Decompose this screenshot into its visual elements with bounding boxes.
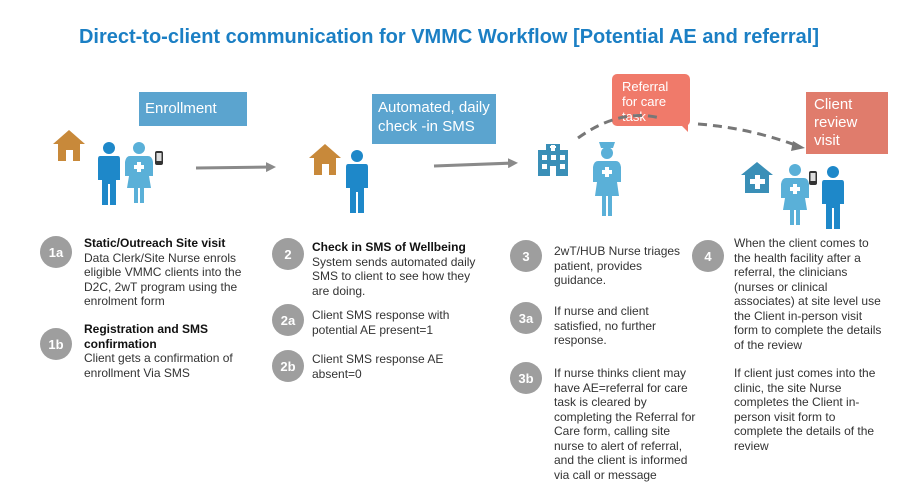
step-badge: 4 <box>692 240 724 272</box>
step-body: Client gets a confirmation of enrollment… <box>84 351 233 380</box>
step-body: Client SMS response with potential AE pr… <box>312 308 450 337</box>
step-body: 2wT/HUB Nurse triages patient, provides … <box>554 244 681 287</box>
step-body: System sends automated daily SMS to clie… <box>312 254 476 298</box>
house-icon <box>53 130 85 161</box>
step-body: Data Clerk/Site Nurse enrols eligible VM… <box>84 250 242 309</box>
phone-icon <box>155 151 163 165</box>
client-review-label: Client review visit <box>806 92 888 154</box>
step-2: Check in SMS of Wellbeing System sends a… <box>312 240 490 298</box>
nurse-icon <box>593 142 621 216</box>
step-badge: 3a <box>510 302 542 334</box>
client-icon <box>822 166 844 229</box>
step-body: If nurse and client satisfied, no furthe… <box>554 304 657 347</box>
step-badge: 2a <box>272 304 304 336</box>
house-icon <box>309 144 341 175</box>
step-4: When the client comes to the health faci… <box>734 236 886 453</box>
step-1b: Registration and SMS confirmation Client… <box>84 322 254 380</box>
step-heading: Check in SMS of Wellbeing <box>312 240 466 254</box>
nurse-icon <box>125 142 153 203</box>
client-icon <box>346 150 368 213</box>
automated-checkin-label: Automated, daily check -in SMS <box>372 94 496 144</box>
step-1a: Static/Outreach Site visit Data Clerk/Si… <box>84 236 264 309</box>
client-icon <box>98 142 120 205</box>
step-badge: 3b <box>510 362 542 394</box>
step-body: If nurse thinks client may have AE=refer… <box>554 366 696 482</box>
step-body-extra: If client just comes into the clinic, th… <box>734 366 876 453</box>
enrollment-label: Enrollment <box>139 92 247 126</box>
nurse-icon <box>781 164 809 225</box>
clinic-icon <box>741 162 773 193</box>
step-badge: 3 <box>510 240 542 272</box>
step-body: When the client comes to the health faci… <box>734 236 882 352</box>
step-heading: Static/Outreach Site visit <box>84 236 226 250</box>
step-badge: 2 <box>272 238 304 270</box>
phone-icon <box>809 171 817 185</box>
hospital-icon <box>538 144 568 176</box>
step-badge: 1b <box>40 328 72 360</box>
step-heading: Registration and SMS confirmation <box>84 322 209 351</box>
step-badge: 1a <box>40 236 72 268</box>
step-body: Client SMS response AE absent=0 <box>312 352 444 381</box>
step-badge: 2b <box>272 350 304 382</box>
page-title: Direct-to-client communication for VMMC … <box>78 26 820 48</box>
